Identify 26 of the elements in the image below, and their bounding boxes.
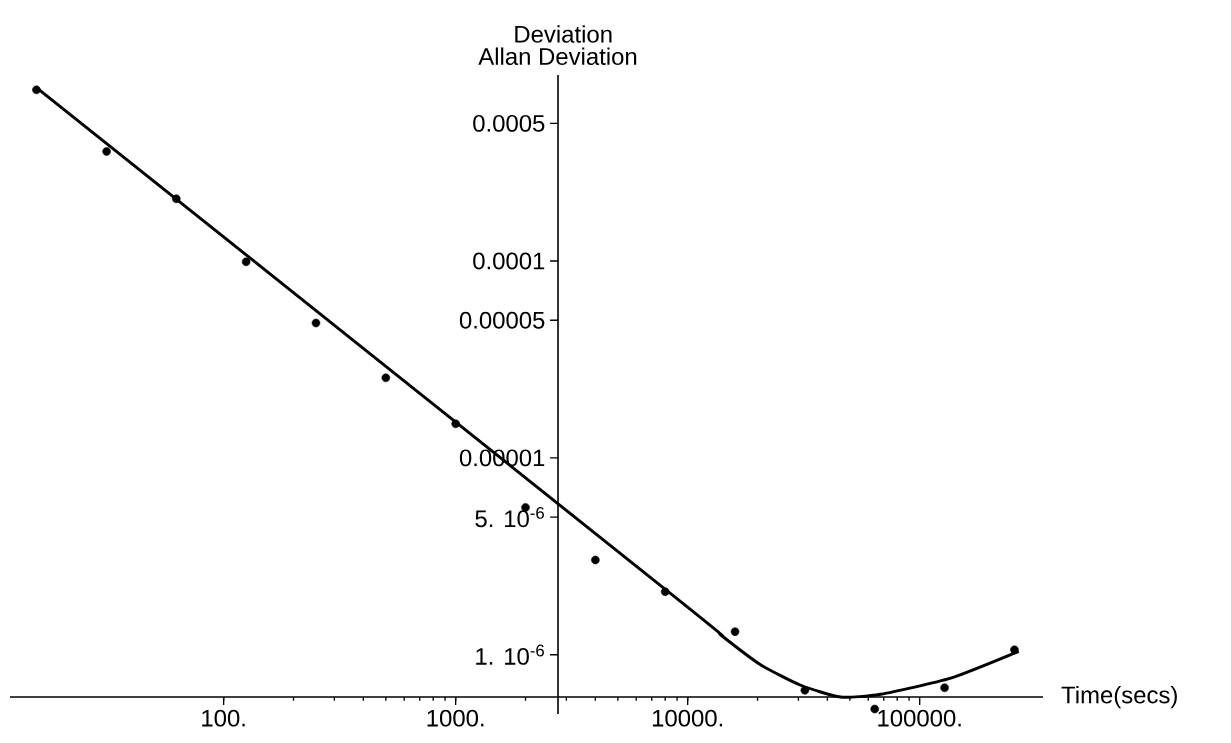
point <box>32 85 41 95</box>
point <box>800 686 810 695</box>
point <box>940 683 949 692</box>
y-tick-label: 1. 10$^{-6}$ <box>476 644 544 665</box>
point <box>102 147 111 156</box>
y-tick-label: 0.0005 <box>473 114 545 132</box>
x-tick-label: 100000. <box>878 709 961 727</box>
x-tick-label: 10000. <box>652 709 723 727</box>
x-tick-label: 1000. <box>427 709 484 727</box>
point <box>591 555 600 565</box>
point <box>730 627 740 636</box>
y-tick-label: 0.00005 <box>459 311 545 329</box>
point <box>1010 645 1019 655</box>
point <box>451 419 460 429</box>
point <box>311 318 321 328</box>
point <box>241 257 251 267</box>
point <box>870 704 879 714</box>
y-axis-title: Allan Deviation <box>478 47 637 65</box>
x-axis-title: Time(secs) <box>1061 685 1177 709</box>
x-tick-label: 100. <box>202 709 245 727</box>
y-tick-label: 5. 10$^{-6}$ <box>475 507 544 528</box>
y-tick-label: 0.0001 <box>473 252 545 270</box>
point <box>172 194 181 204</box>
point <box>381 373 391 383</box>
point <box>660 587 670 596</box>
text: Deviation <box>515 25 612 43</box>
